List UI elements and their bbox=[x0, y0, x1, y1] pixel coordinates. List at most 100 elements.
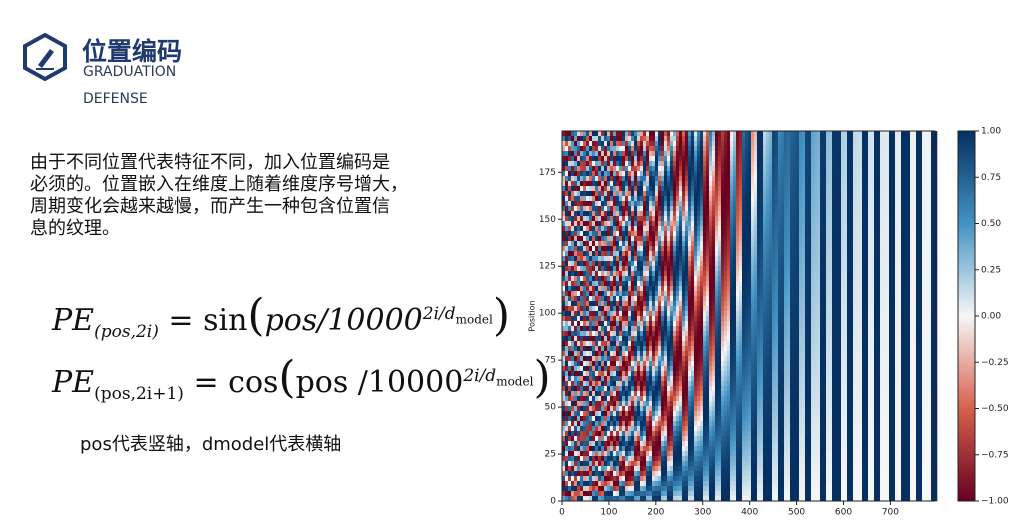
heatmap-cell bbox=[604, 381, 608, 387]
heatmap-cell bbox=[622, 481, 626, 487]
heatmap-cell bbox=[712, 401, 716, 407]
heatmap-cell bbox=[697, 186, 701, 192]
heatmap-cell bbox=[754, 386, 758, 392]
heatmap-cell bbox=[754, 291, 758, 297]
heatmap-cell bbox=[700, 421, 704, 427]
heatmap-cell bbox=[613, 371, 617, 377]
heatmap-cell bbox=[571, 386, 575, 392]
heatmap-cell bbox=[670, 431, 674, 437]
heatmap-cell bbox=[574, 416, 578, 422]
heatmap-cell bbox=[592, 311, 596, 317]
heatmap-cell bbox=[742, 191, 746, 197]
formula: PE(pos,2i) = sin(pos/100002i/dmodel) bbox=[52, 290, 511, 342]
heatmap-cell bbox=[640, 426, 644, 432]
heatmap-cell bbox=[724, 136, 728, 142]
heatmap-cell bbox=[583, 451, 587, 457]
heatmap-cell bbox=[658, 351, 662, 357]
heatmap-cell bbox=[688, 266, 692, 272]
heatmap-cell bbox=[649, 346, 653, 352]
heatmap-cell bbox=[631, 381, 635, 387]
heatmap-cell bbox=[694, 391, 698, 397]
heatmap-cell bbox=[688, 406, 692, 412]
heatmap-cell bbox=[742, 221, 746, 227]
heatmap-cell bbox=[571, 146, 575, 152]
heatmap-cell bbox=[586, 156, 590, 162]
heatmap-cell bbox=[736, 196, 740, 202]
heatmap-cell bbox=[712, 486, 716, 492]
heatmap-cell bbox=[739, 161, 743, 167]
heatmap-cell bbox=[565, 156, 569, 162]
heatmap-cell bbox=[622, 156, 626, 162]
heatmap-cell bbox=[688, 306, 692, 312]
heatmap-cell bbox=[649, 131, 653, 137]
heatmap-cell bbox=[760, 456, 764, 462]
heatmap-cell bbox=[601, 216, 605, 222]
heatmap-cell bbox=[580, 296, 584, 302]
heatmap-cell bbox=[655, 456, 659, 462]
heatmap-cell bbox=[589, 326, 593, 332]
heatmap-cell bbox=[604, 286, 608, 292]
heatmap-cell bbox=[565, 136, 569, 142]
heatmap-cell bbox=[754, 251, 758, 257]
heatmap-cell bbox=[652, 301, 656, 307]
heatmap-cell bbox=[700, 341, 704, 347]
heatmap-cell bbox=[652, 386, 656, 392]
heatmap-cell bbox=[601, 281, 605, 287]
heatmap-cell bbox=[694, 171, 698, 177]
heatmap-cell bbox=[748, 241, 752, 247]
heatmap-cell bbox=[595, 241, 599, 247]
heatmap-cell bbox=[562, 381, 566, 387]
heatmap-cell bbox=[562, 151, 566, 157]
heatmap-cell bbox=[760, 376, 764, 382]
heatmap-cell bbox=[577, 446, 581, 452]
heatmap-cell bbox=[583, 176, 587, 182]
heatmap-cell bbox=[670, 341, 674, 347]
heatmap-cell bbox=[667, 376, 671, 382]
heatmap-cell bbox=[736, 426, 740, 432]
heatmap-cell bbox=[730, 366, 734, 372]
heatmap-cell bbox=[703, 451, 707, 457]
heatmap-cell bbox=[673, 451, 677, 457]
heatmap-cell bbox=[679, 211, 683, 217]
heatmap-cell bbox=[679, 251, 683, 257]
heatmap-cell bbox=[646, 301, 650, 307]
heatmap-cell bbox=[577, 386, 581, 392]
heatmap-cell bbox=[712, 431, 716, 437]
heatmap-cell bbox=[640, 491, 644, 497]
heatmap-cell bbox=[664, 206, 668, 212]
heatmap-cell bbox=[691, 261, 695, 267]
heatmap-cell bbox=[748, 166, 752, 172]
heatmap-cell bbox=[628, 426, 632, 432]
heatmap-cell bbox=[736, 216, 740, 222]
heatmap-cell bbox=[733, 151, 737, 157]
heatmap-cell bbox=[568, 341, 572, 347]
heatmap-cell bbox=[754, 191, 758, 197]
heatmap-cell bbox=[757, 421, 761, 427]
heatmap-cell bbox=[625, 281, 629, 287]
heatmap-cell bbox=[739, 291, 743, 297]
heatmap-cell bbox=[634, 206, 638, 212]
heatmap-cell bbox=[589, 191, 593, 197]
heatmap-cell bbox=[577, 421, 581, 427]
heatmap-cell bbox=[592, 186, 596, 192]
heatmap-cell bbox=[679, 156, 683, 162]
heatmap-cell bbox=[760, 441, 764, 447]
heatmap-cell bbox=[637, 251, 641, 257]
heatmap-cell bbox=[643, 271, 647, 277]
heatmap-cell bbox=[742, 446, 746, 452]
heatmap-cell bbox=[709, 206, 713, 212]
heatmap-cell bbox=[577, 406, 581, 412]
heatmap-cell bbox=[736, 206, 740, 212]
heatmap-cell bbox=[586, 246, 590, 252]
heatmap-cell bbox=[574, 131, 578, 137]
heatmap-cell bbox=[583, 396, 587, 402]
heatmap-cell bbox=[580, 246, 584, 252]
heatmap-cell bbox=[568, 156, 572, 162]
heatmap-cell bbox=[613, 261, 617, 267]
heatmap-cell bbox=[604, 421, 608, 427]
heatmap-cell bbox=[580, 266, 584, 272]
heatmap-cell bbox=[655, 306, 659, 312]
heatmap-cell bbox=[625, 316, 629, 322]
heatmap-cell bbox=[616, 266, 620, 272]
heatmap-cell bbox=[703, 141, 707, 147]
